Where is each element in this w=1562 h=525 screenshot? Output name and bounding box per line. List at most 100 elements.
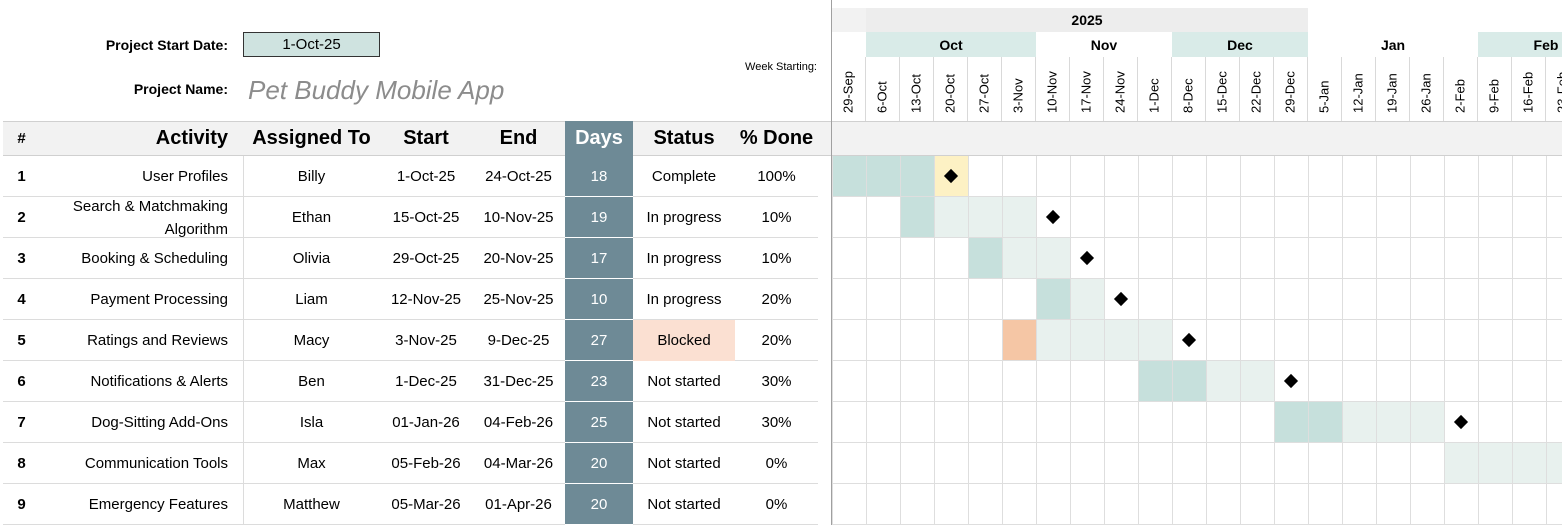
- gantt-cell: [1512, 443, 1546, 484]
- grid-line: [1104, 156, 1105, 525]
- grid-line: [832, 401, 1562, 402]
- row-line: [3, 278, 818, 279]
- column-header: % Done: [739, 127, 814, 149]
- cell-days: 17: [565, 238, 633, 279]
- cell-id: 1: [17, 168, 26, 185]
- grid-line: [1240, 156, 1241, 525]
- cell-activity: Booking & Scheduling: [81, 250, 228, 267]
- week-label: 3-Nov: [1002, 57, 1036, 121]
- cell-start: 1-Dec-25: [395, 373, 457, 390]
- cell-days: 18: [565, 156, 633, 197]
- cell-days: 20: [565, 484, 633, 525]
- column-line: [243, 279, 244, 320]
- grid-line: [832, 319, 1562, 320]
- cell-days: 20: [565, 443, 633, 484]
- gantt-cell: [1478, 443, 1512, 484]
- grid-line: [832, 156, 833, 525]
- cell-start: 15-Oct-25: [392, 209, 460, 226]
- month-header: Dec: [1172, 32, 1308, 57]
- cell-id: 3: [17, 250, 26, 267]
- cell-end: 25-Nov-25: [483, 291, 554, 308]
- month-header: Jan: [1308, 32, 1478, 57]
- week-label: 27-Oct: [968, 57, 1002, 121]
- cell-days: 10: [565, 279, 633, 320]
- gantt-cell: [1002, 197, 1036, 238]
- cell-days: 25: [565, 402, 633, 443]
- gantt-cell: [1444, 443, 1478, 484]
- column-header: Days: [565, 121, 633, 156]
- cell-days: 23: [565, 361, 633, 402]
- column-line: [243, 320, 244, 361]
- gantt-cell: [1104, 320, 1138, 361]
- gantt-cell: [1172, 361, 1206, 402]
- milestone: [1113, 291, 1129, 307]
- cell-assigned: Billy: [297, 168, 326, 185]
- milestone: [1453, 414, 1469, 430]
- cell-id: 8: [17, 455, 26, 472]
- gantt-cell: [1002, 320, 1036, 361]
- week-label: 15-Dec: [1206, 57, 1240, 121]
- column-header: End: [499, 127, 538, 149]
- cell-end: 24-Oct-25: [485, 168, 552, 185]
- week-label: 1-Dec: [1138, 57, 1172, 121]
- cell-assigned: Max: [297, 455, 326, 472]
- grid-line: [900, 156, 901, 525]
- grid-line: [1036, 156, 1037, 525]
- grid-line: [1002, 156, 1003, 525]
- start-date-input: 1-Oct-25: [243, 32, 380, 57]
- gantt-cell: [1376, 402, 1410, 443]
- column-header: Activity: [155, 127, 228, 149]
- cell-status: In progress: [646, 291, 722, 308]
- cell-status: Complete: [651, 168, 717, 185]
- cell-start: 12-Nov-25: [390, 291, 462, 308]
- gantt-cell: [1410, 402, 1444, 443]
- row-line: [3, 401, 818, 402]
- grid-line: [1444, 156, 1445, 525]
- row-line: [3, 237, 818, 238]
- cell-id: 9: [17, 496, 26, 513]
- gantt-cell: [866, 156, 900, 197]
- cell-done: 10%: [761, 209, 792, 226]
- cell-id: 4: [17, 291, 26, 308]
- cell-end: 04-Mar-26: [483, 455, 554, 472]
- grid-line: [1206, 156, 1207, 525]
- column-line: [243, 156, 244, 197]
- gantt-cell: [1070, 320, 1104, 361]
- project-name-label: Project Name:: [133, 81, 228, 97]
- cell-status: Blocked: [633, 320, 735, 361]
- week-label: 5-Jan: [1308, 57, 1342, 121]
- cell-done: 10%: [761, 250, 792, 267]
- year-header: 2026: [1308, 8, 1562, 32]
- milestone-cell: [1104, 279, 1138, 320]
- cell-end: 10-Nov-25: [483, 209, 554, 226]
- cell-start: 1-Oct-25: [396, 168, 456, 185]
- row-line: [3, 442, 818, 443]
- grid-line: [1274, 156, 1275, 525]
- week-label: 16-Feb: [1512, 57, 1546, 121]
- cell-done: 20%: [761, 291, 792, 308]
- cell-activity: Notifications & Alerts: [90, 373, 228, 390]
- cell-done: 0%: [765, 496, 788, 513]
- milestone-cell: [1172, 320, 1206, 361]
- milestone-cell: [1444, 402, 1478, 443]
- column-line: [243, 197, 244, 238]
- column-line: [243, 361, 244, 402]
- week-starting-label: Week Starting:: [745, 61, 817, 73]
- cell-status: Not started: [647, 496, 721, 513]
- cell-assigned: Macy: [293, 332, 330, 349]
- cell-id: 6: [17, 373, 26, 390]
- gantt-cell: [1036, 279, 1070, 320]
- cell-assigned: Matthew: [283, 496, 340, 513]
- cell-activity: Dog-Sitting Add-Ons: [91, 414, 228, 431]
- week-label: 19-Jan: [1376, 57, 1410, 121]
- milestone: [1045, 209, 1061, 225]
- cell-id: 7: [17, 414, 26, 431]
- cell-assigned: Isla: [299, 414, 324, 431]
- row-line: [3, 319, 818, 320]
- cell-start: 29-Oct-25: [392, 250, 460, 267]
- cell-status: Not started: [647, 373, 721, 390]
- milestone-cell: [1036, 197, 1070, 238]
- row-line: [3, 483, 818, 484]
- gantt-cell: [1546, 443, 1562, 484]
- row-line: [3, 360, 818, 361]
